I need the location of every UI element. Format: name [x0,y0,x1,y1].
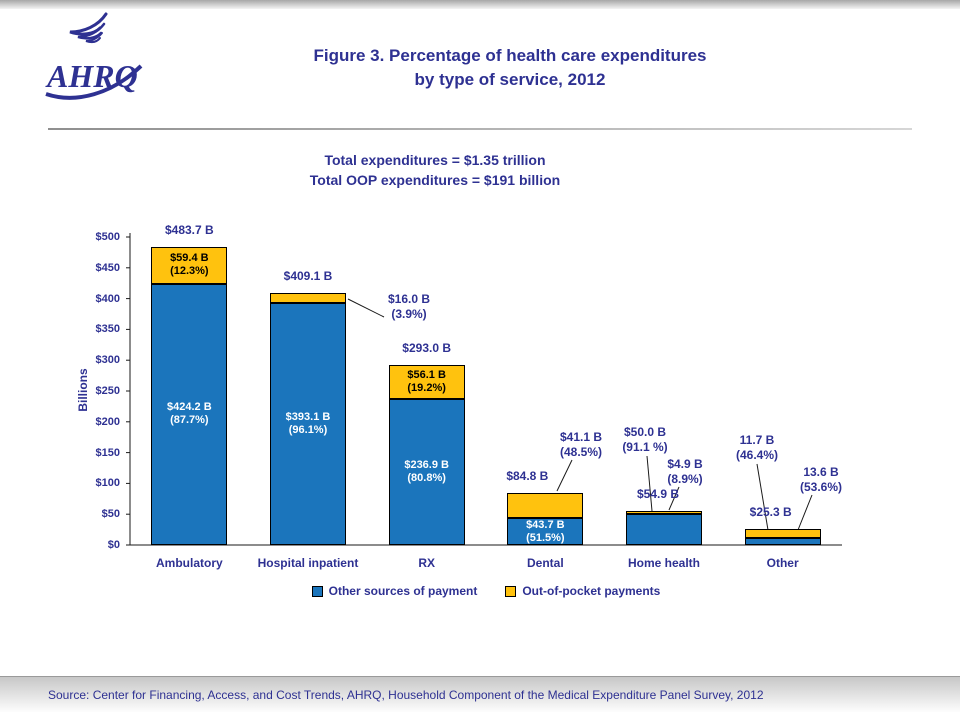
callout-label-yellow-home-health: $4.9 B (8.9%) [667,457,703,486]
y-tick-label: $200 [95,415,120,428]
x-category-label-other: Other [766,556,799,570]
legend-label-other-sources: Other sources of payment [328,584,478,598]
leader-line-blue-home-health [646,455,653,512]
subtitle-line1: Total expenditures = $1.35 trillion [324,152,546,168]
leader-line-yellow-dental [556,459,573,492]
callout-label-blue-home-health: $50.0 B (91.1 %) [622,425,668,454]
y-tick-label: $450 [95,261,120,274]
bar-dental-other-sources-of-payment [507,518,584,545]
bar-rx-other-sources-of-payment [388,399,465,545]
bar-label-blue-dental: $43.7 B (51.5%) [526,518,565,544]
source-text: Source: Center for Financing, Access, an… [48,687,764,702]
bar-hospital-inpatient-other-sources-of-payment [270,302,346,545]
y-axis-title: Billions [76,368,90,412]
ahrq-logo-graphic: AHRQ [45,12,143,100]
legend-swatch-yellow [505,585,517,597]
figure-title-line1: Figure 3. Percentage of health care expe… [313,46,707,65]
callout-label-yellow-hospital-inpatient: $16.0 B (3.9%) [387,292,431,321]
bar-total-label-dental: $84.8 B [506,468,549,483]
bar-home-health-out-of-pocket-payments [626,511,702,515]
bar-total-label-hospital-inpatient: $409.1 B [283,268,333,283]
y-tick-label: $100 [95,477,120,490]
subtitle-line2: Total OOP expenditures = $191 billion [309,172,561,188]
bar-total-label-other: $25.3 B [749,505,792,520]
figure-title: Figure 3. Percentage of health care expe… [200,44,820,92]
logo-wordmark: AHRQ [45,58,138,94]
y-tick-label: $300 [95,354,120,367]
x-category-label-rx: RX [418,556,435,570]
bar-other-out-of-pocket-payments [744,529,821,538]
y-tick-label: $0 [107,539,120,551]
bar-label-blue-ambulatory: $424.2 B (87.7%) [167,401,212,427]
figure-title-line2: by type of service, 2012 [414,70,606,89]
ahrq-logo: AHRQ [44,10,144,112]
y-tick-label: $500 [95,231,120,243]
leader-line-yellow-home-health [668,486,680,511]
leader-line-blue-other [756,463,770,537]
top-gradient-strip [0,0,960,9]
bar-rx-out-of-pocket-payments [388,364,465,400]
bar-total-label-ambulatory: $483.7 B [164,223,214,238]
leader-line-yellow-hospital-inpatient [347,298,385,318]
y-tick-label: $400 [95,292,120,305]
y-tick-label: $50 [101,508,120,521]
chart-legend: Other sources of payment Out-of-pocket p… [130,584,842,598]
y-tick-label: $250 [95,385,120,397]
leader-line-yellow-other [797,494,813,531]
bar-total-label-home-health: $54.9 B [636,487,680,502]
bar-home-health-other-sources-of-payment [626,514,702,545]
callout-label-blue-other: 11.7 B (46.4%) [735,433,779,462]
bar-ambulatory-other-sources-of-payment [151,283,228,545]
legend-swatch-blue [311,585,323,597]
bar-total-label-rx: $293.0 B [402,340,451,355]
legend-label-out-of-pocket: Out-of-pocket payments [522,584,661,598]
bar-other-other-sources-of-payment [744,537,821,545]
legend-item-other-sources: Other sources of payment [311,584,478,598]
bar-ambulatory-out-of-pocket-payments [151,247,228,284]
bar-label-yellow-ambulatory: $59.4 B (12.3%) [170,252,209,278]
bar-label-blue-hospital-inpatient: $393.1 B (96.1%) [285,410,331,436]
x-category-label-hospital-inpatient: Hospital inpatient [257,556,359,570]
x-category-label-ambulatory: Ambulatory [155,556,223,570]
callout-label-yellow-dental: $41.1 B (48.5%) [559,430,603,459]
totals-subtitle: Total expenditures = $1.35 trillion Tota… [130,150,740,190]
footer-bar: Source: Center for Financing, Access, an… [0,676,960,712]
x-category-label-dental: Dental [526,556,564,570]
x-category-label-home-health: Home health [627,556,700,570]
bar-label-blue-rx: $236.9 B (80.8%) [404,459,449,485]
bar-hospital-inpatient-out-of-pocket-payments [270,292,346,303]
legend-item-out-of-pocket: Out-of-pocket payments [505,584,660,598]
eagle-wing-icon [85,32,103,43]
y-tick-label: $150 [95,446,120,459]
y-tick-label: $350 [95,323,120,336]
callout-label-yellow-other: 13.6 B (53.6%) [799,465,843,494]
bar-dental-out-of-pocket-payments [507,492,584,519]
header-divider [48,128,912,130]
eagle-wing-icon [77,22,106,40]
bar-label-yellow-rx: $56.1 B (19.2%) [407,368,446,394]
logo-swoosh [45,64,143,100]
